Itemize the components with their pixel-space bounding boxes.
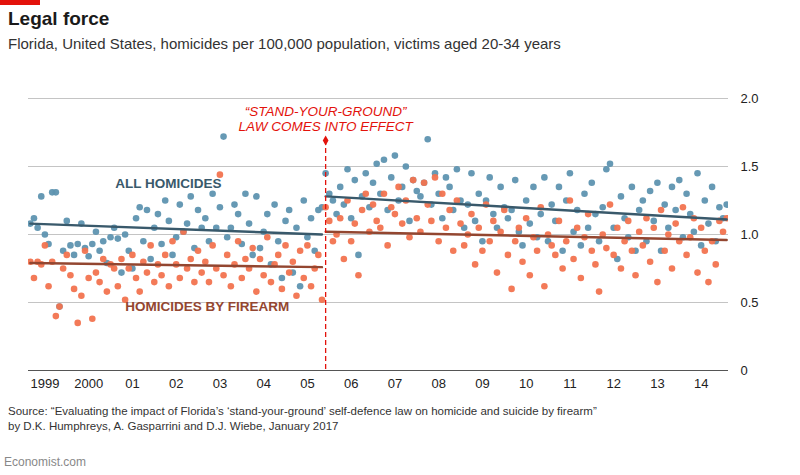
svg-text:1.5: 1.5: [741, 159, 759, 174]
html-text:by D.K. Humphreys, A. Gasparri: by D.K. Humphreys, A. Gasparrini and D.J…: [8, 420, 339, 432]
svg-text:ALL HOMICIDES: ALL HOMICIDES: [115, 176, 221, 191]
svg-text:2000: 2000: [74, 376, 103, 391]
svg-text:1999: 1999: [30, 376, 59, 391]
svg-text:05: 05: [300, 376, 314, 391]
svg-text:11: 11: [563, 376, 577, 391]
svg-text:0: 0: [741, 363, 748, 378]
svg-text:14: 14: [694, 376, 708, 391]
svg-text:“STAND-YOUR-GROUND”LAW COMES I: “STAND-YOUR-GROUND”LAW COMES INTO EFFECT: [238, 104, 414, 135]
html-text:Florida, United States, homici: Florida, United States, homicides per 10…: [8, 35, 561, 52]
html-text:Economist.com: Economist.com: [4, 455, 86, 469]
svg-text:03: 03: [213, 376, 227, 391]
svg-text:09: 09: [475, 376, 489, 391]
svg-text:01: 01: [125, 376, 139, 391]
svg-text:07: 07: [388, 376, 402, 391]
svg-text:0.5: 0.5: [741, 295, 759, 310]
svg-text:08: 08: [431, 376, 445, 391]
svg-text:06: 06: [344, 376, 358, 391]
svg-text:02: 02: [169, 376, 183, 391]
svg-text:2.0: 2.0: [741, 91, 759, 106]
svg-text:04: 04: [256, 376, 270, 391]
svg-text:1.0: 1.0: [741, 227, 759, 242]
svg-text:10: 10: [519, 376, 533, 391]
svg-text:12: 12: [606, 376, 620, 391]
svg-text:13: 13: [650, 376, 664, 391]
svg-text:HOMICIDES BY FIREARM: HOMICIDES BY FIREARM: [125, 299, 289, 314]
html-text:Source: “Evaluating the impact: Source: “Evaluating the impact of Florid…: [8, 405, 597, 417]
html-text:Legal force: Legal force: [8, 8, 110, 29]
